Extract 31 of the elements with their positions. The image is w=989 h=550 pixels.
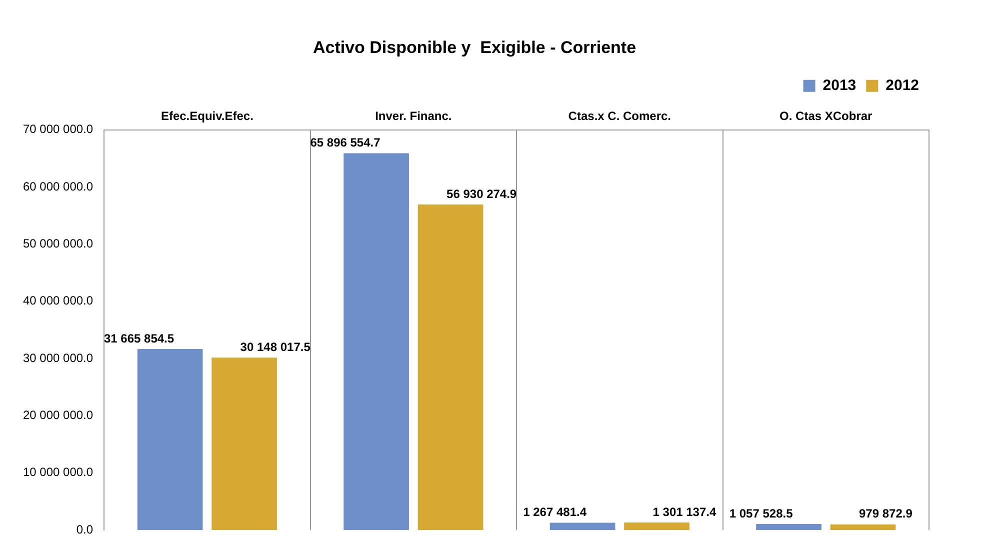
x-tick-label: Inver. Financ.	[375, 108, 452, 123]
y-tick-label: 0.0	[76, 522, 94, 536]
bar	[137, 348, 203, 530]
x-tick-label: O. Ctas XCobrar	[780, 108, 873, 123]
y-tick-label: 40 000 000.0	[22, 294, 94, 308]
y-tick-label: 10 000 000.0	[22, 465, 94, 480]
y-tick-label: 20 000 000.0	[22, 408, 94, 422]
y-tick-label: 60 000 000.0	[22, 179, 94, 194]
data-label: 1 267 481.4	[523, 505, 587, 520]
data-label: 1 057 528.5	[729, 506, 794, 520]
data-label: 65 896 554.7	[310, 136, 381, 150]
bar	[830, 524, 896, 530]
bar	[624, 522, 690, 530]
data-label: 30 148 017.5	[240, 340, 311, 354]
legend-label: 2012	[886, 77, 920, 94]
legend-label: 2013	[822, 77, 856, 94]
y-tick-label: 30 000 000.0	[22, 350, 94, 365]
data-label: 1 301 137.4	[652, 504, 716, 519]
x-tick-label: Ctas.x C. Comerc.	[568, 108, 671, 123]
y-tick-label: 50 000 000.0	[22, 236, 94, 250]
data-label: 56 930 274.9	[446, 186, 517, 201]
data-label: 31 665 854.5	[104, 331, 174, 346]
x-tick-label: Efec.Equiv.Efec.	[160, 108, 254, 123]
bar	[418, 204, 484, 530]
bar	[550, 522, 616, 530]
data-label: 979 872.9	[859, 506, 913, 521]
bar	[756, 524, 822, 530]
y-tick-label: 70 000 000.0	[22, 122, 94, 136]
chart-title: Activo Disponible y Exigible - Corriente	[312, 38, 636, 57]
bar	[212, 358, 277, 530]
bar	[344, 153, 409, 530]
